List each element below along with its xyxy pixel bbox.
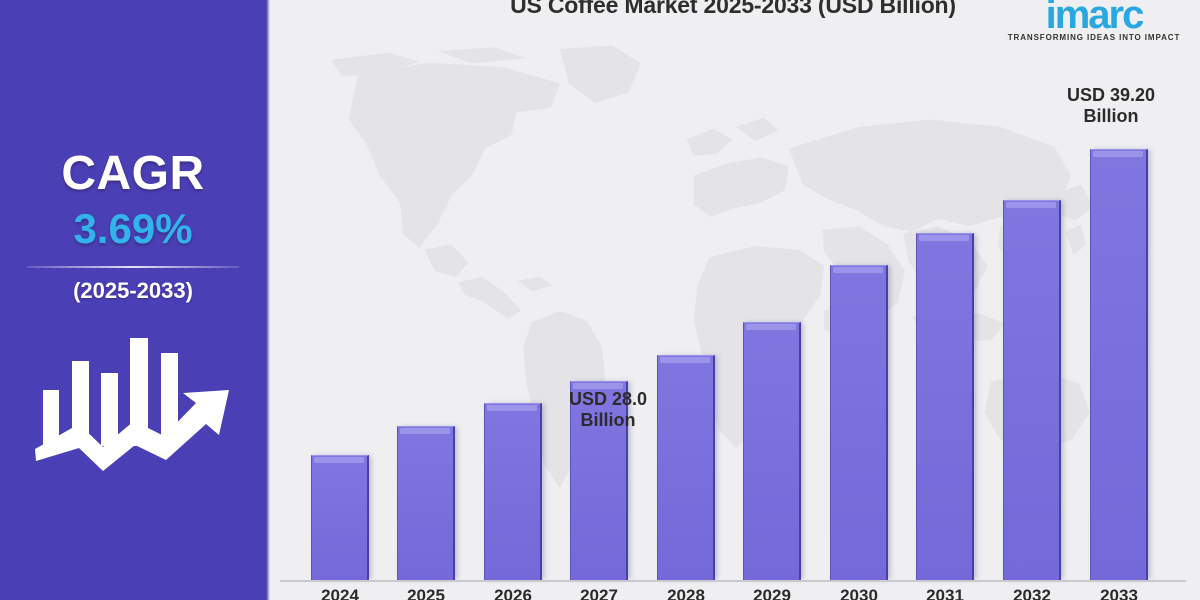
bar-2030[interactable]: [830, 265, 888, 580]
imarc-logo[interactable]: imarc TRANSFORMING IDEAS INTO IMPACT: [994, 0, 1194, 46]
x-axis-label-2029: 2029: [753, 586, 791, 600]
bar-2029[interactable]: [743, 322, 801, 580]
bar-2024[interactable]: [311, 455, 369, 580]
cagr-value: 3.69%: [73, 205, 193, 252]
x-axis-label-2033: 2033: [1100, 586, 1138, 600]
x-axis-label-2031: 2031: [926, 586, 964, 600]
imarc-wordmark: imarc: [1045, 0, 1145, 37]
x-axis-label-2024: 2024: [321, 586, 359, 600]
bar-2033[interactable]: [1090, 149, 1148, 580]
value-label-2033: USD 39.20 Billion: [1036, 85, 1186, 127]
bar-2025[interactable]: [397, 426, 455, 580]
value-label-2024-line1: USD 28.0: [568, 389, 648, 409]
imarc-tagline: TRANSFORMING IDEAS INTO IMPACT: [1007, 33, 1181, 42]
x-axis-label-2030: 2030: [840, 586, 878, 600]
cagr-divider: [27, 266, 239, 268]
x-axis-label-2027: 2027: [580, 586, 618, 600]
x-axis-label-2025: 2025: [407, 586, 445, 600]
bar-2032[interactable]: [1003, 200, 1061, 580]
bar-2031[interactable]: [916, 233, 974, 580]
cagr-period: (2025-2033): [73, 278, 193, 303]
value-label-2024-line2: Billion: [580, 410, 636, 430]
cagr-panel: CAGR 3.69% (2025-2033): [0, 0, 266, 600]
chart-area: US Coffee Market 2025-2033 (USD Billion)…: [266, 0, 1200, 600]
x-axis-label-2028: 2028: [667, 586, 705, 600]
value-label-2033-line2: Billion: [1083, 106, 1139, 126]
value-label-2033-line1: USD 39.20: [1066, 85, 1156, 105]
page-title: US Coffee Market 2025-2033 (USD Billion): [510, 0, 956, 18]
x-axis-label-2032: 2032: [1013, 586, 1051, 600]
cagr-label: CAGR: [61, 147, 205, 200]
value-label-2024: USD 28.0 Billion: [546, 389, 670, 431]
x-axis-label-2026: 2026: [494, 586, 532, 600]
bar-2026[interactable]: [484, 403, 542, 580]
growth-bar-chart-arrow-icon: [35, 338, 229, 471]
panel-edge-shadow: [266, 0, 270, 600]
axis-baseline: [280, 580, 1186, 582]
